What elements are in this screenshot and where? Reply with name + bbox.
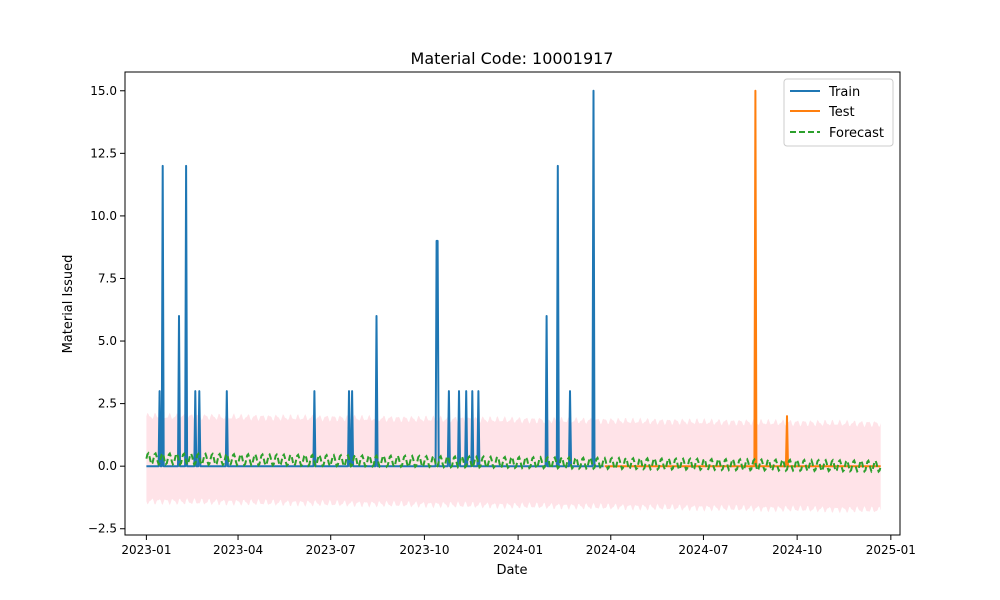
series-layer bbox=[145, 89, 882, 474]
x-axis: 2023-01 2023-04 2023-07 2023-10 2024-01 2024-… bbox=[121, 535, 916, 557]
legend: Train Test Forecast bbox=[783, 78, 894, 147]
y-axis: −2.5 0.0 2.5 5.0 7.5 10.0 12.5 15.0 bbox=[88, 84, 125, 536]
y-tick-label: 10.0 bbox=[90, 209, 117, 223]
chart-title: Material Code: 10001917 bbox=[411, 49, 614, 68]
x-tick-label: 2023-04 bbox=[213, 543, 263, 557]
x-tick-label: 2024-10 bbox=[772, 543, 822, 557]
y-tick-label: −2.5 bbox=[88, 522, 117, 536]
plot-area-frame bbox=[124, 71, 901, 536]
x-tick-label: 2024-04 bbox=[586, 543, 636, 557]
y-tick-label: 0.0 bbox=[98, 459, 117, 473]
series-test-line bbox=[604, 89, 881, 468]
x-axis-label: Date bbox=[496, 563, 527, 578]
y-tick-label: 2.5 bbox=[98, 397, 117, 411]
x-tick-label: 2023-07 bbox=[306, 543, 356, 557]
series-train-line bbox=[146, 89, 604, 468]
y-tick-label: 15.0 bbox=[90, 84, 117, 98]
y-axis-label: Material Issued bbox=[61, 255, 76, 354]
x-tick-label: 2024-01 bbox=[493, 543, 543, 557]
x-tick-label: 2024-07 bbox=[678, 543, 728, 557]
x-tick-label: 2023-10 bbox=[399, 543, 449, 557]
x-tick-label: 2025-01 bbox=[866, 543, 916, 557]
legend-test-label: Test bbox=[828, 105, 855, 120]
legend-forecast-label: Forecast bbox=[829, 126, 884, 141]
y-tick-label: 7.5 bbox=[98, 271, 117, 285]
x-tick-label: 2023-01 bbox=[121, 543, 171, 557]
legend-train-label: Train bbox=[828, 85, 860, 100]
y-tick-label: 12.5 bbox=[90, 146, 117, 160]
series-forecast-line bbox=[145, 451, 882, 474]
legend-box bbox=[783, 78, 894, 147]
y-tick-label: 5.0 bbox=[98, 334, 117, 348]
